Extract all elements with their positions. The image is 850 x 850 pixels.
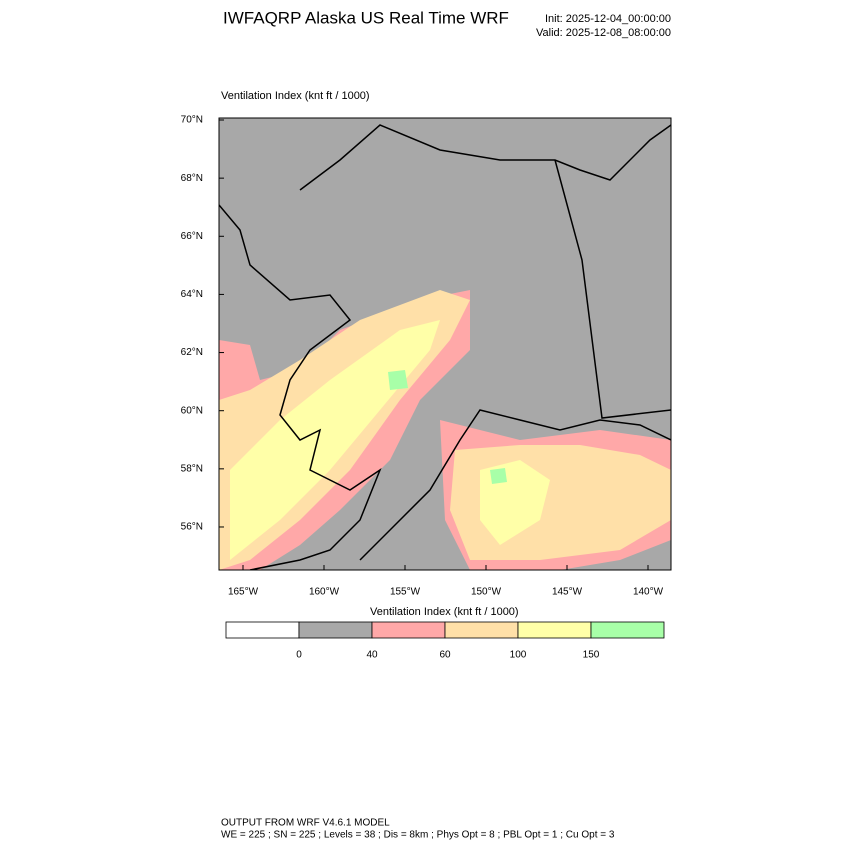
coastline — [359, 409, 671, 561]
lat-tick-label: 58°N — [181, 463, 203, 474]
footer-line: OUTPUT FROM WRF V4.6.1 MODEL — [221, 818, 390, 829]
colorbar-title: Ventilation Index (knt ft / 1000) — [370, 606, 519, 618]
colorbar-label: 60 — [439, 650, 451, 661]
init-time: Init: 2025-12-04_00:00:00 — [545, 13, 671, 25]
lat-tick-label: 62°N — [181, 347, 203, 358]
colorbar-swatch — [225, 621, 300, 639]
lon-tick-label: 155°W — [390, 587, 421, 598]
colorbar-label: 0 — [296, 650, 302, 661]
field-region — [388, 370, 408, 390]
lon-tick-label: 145°W — [552, 587, 583, 598]
title: IWFAQRP Alaska US Real Time WRF — [223, 8, 509, 27]
lat-tick-label: 60°N — [181, 405, 203, 416]
colorbar-swatch — [298, 621, 373, 639]
lat-tick-label: 56°N — [181, 522, 203, 533]
coastline — [219, 204, 382, 570]
colorbar-swatch — [371, 621, 446, 639]
lat-tick-label: 68°N — [181, 173, 203, 184]
lat-tick-label: 70°N — [181, 115, 203, 126]
field-region — [230, 320, 440, 560]
lat-tick-label: 64°N — [181, 289, 203, 300]
map-area — [219, 118, 671, 570]
field-label: Ventilation Index (knt ft / 1000) — [221, 90, 370, 102]
colorbar-swatch — [444, 621, 519, 639]
lon-tick-label: 140°W — [633, 587, 664, 598]
colorbar-swatch — [590, 621, 665, 639]
colorbar-label: 100 — [510, 650, 527, 661]
colorbar-swatch — [517, 621, 592, 639]
valid-time: Valid: 2025-12-08_08:00:00 — [536, 27, 671, 39]
map-frame — [218, 117, 672, 571]
footer-line: WE = 225 ; SN = 225 ; Levels = 38 ; Dis … — [221, 830, 615, 841]
field-region — [490, 468, 507, 484]
colorbar-label: 40 — [366, 650, 378, 661]
lon-tick-label: 160°W — [309, 587, 340, 598]
coastline — [299, 124, 671, 191]
colorbar-label: 150 — [583, 650, 600, 661]
lon-tick-label: 165°W — [228, 587, 259, 598]
lon-tick-label: 150°W — [471, 587, 502, 598]
border — [554, 159, 671, 419]
lat-tick-label: 66°N — [181, 231, 203, 242]
